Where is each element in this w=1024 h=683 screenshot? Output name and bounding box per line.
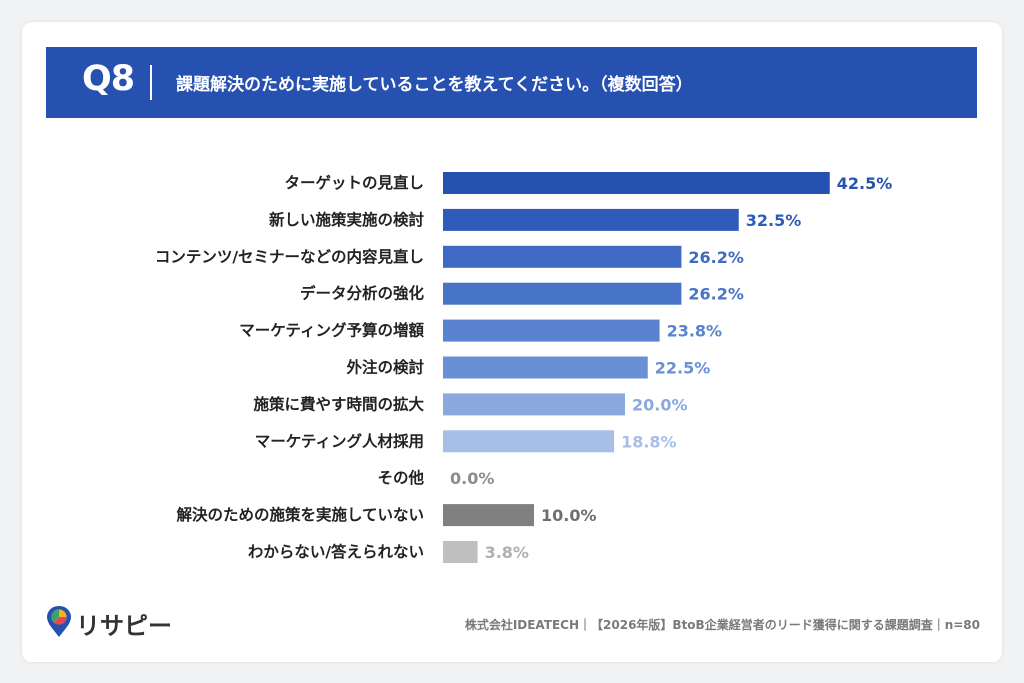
bar [443,282,682,305]
value-label: 23.8% [667,322,723,341]
bar [443,541,478,563]
survey-card [22,22,1002,662]
bar [443,245,682,268]
bar [443,208,739,231]
value-label: 26.2% [688,285,744,304]
category-label: 新しい施策実施の検討 [269,210,425,229]
bar [443,356,648,379]
bar [443,430,615,453]
value-label: 20.0% [632,395,688,414]
category-label: その他 [377,468,424,487]
value-label: 32.5% [746,211,802,230]
category-label: マーケティング人材採用 [255,431,424,450]
brand-name: リサピー [76,612,172,640]
bar [443,172,830,194]
value-label: 3.8% [485,543,529,562]
value-label: 22.5% [655,359,711,378]
category-label: データ分析の強化 [300,284,425,303]
value-label: 0.0% [450,469,494,488]
category-label: 施策に費やす時間の拡大 [253,394,424,413]
bar [443,319,660,342]
question-text: 課題解決のために実施していることを教えてください。（複数回答） [176,75,693,95]
category-label: わからない/答えられない [248,542,424,561]
question-number: Q8 [82,59,135,99]
pin-logo-icon [47,606,71,637]
category-label: コンテンツ/セミナーなどの内容見直し [155,247,424,266]
bar [443,504,534,527]
category-label: マーケティング予算の増額 [239,321,424,340]
brand-logo: リサピー [46,604,172,640]
question-banner: Q8 課題解決のために実施していることを教えてください。（複数回答） [46,47,977,118]
category-label: 外注の検討 [346,358,424,377]
value-label: 10.0% [541,506,597,525]
category-label: 解決のための施策を実施していない [176,505,424,524]
bar [443,393,625,416]
value-label: 42.5% [837,174,893,193]
value-label: 18.8% [621,432,677,451]
source-note: 株式会社IDEATECH｜【2026年版】BtoB企業経営者のリード獲得に関する… [464,618,980,632]
banner-divider [150,65,152,100]
category-label: ターゲットの見直し [284,173,424,192]
value-label: 26.2% [688,248,744,267]
